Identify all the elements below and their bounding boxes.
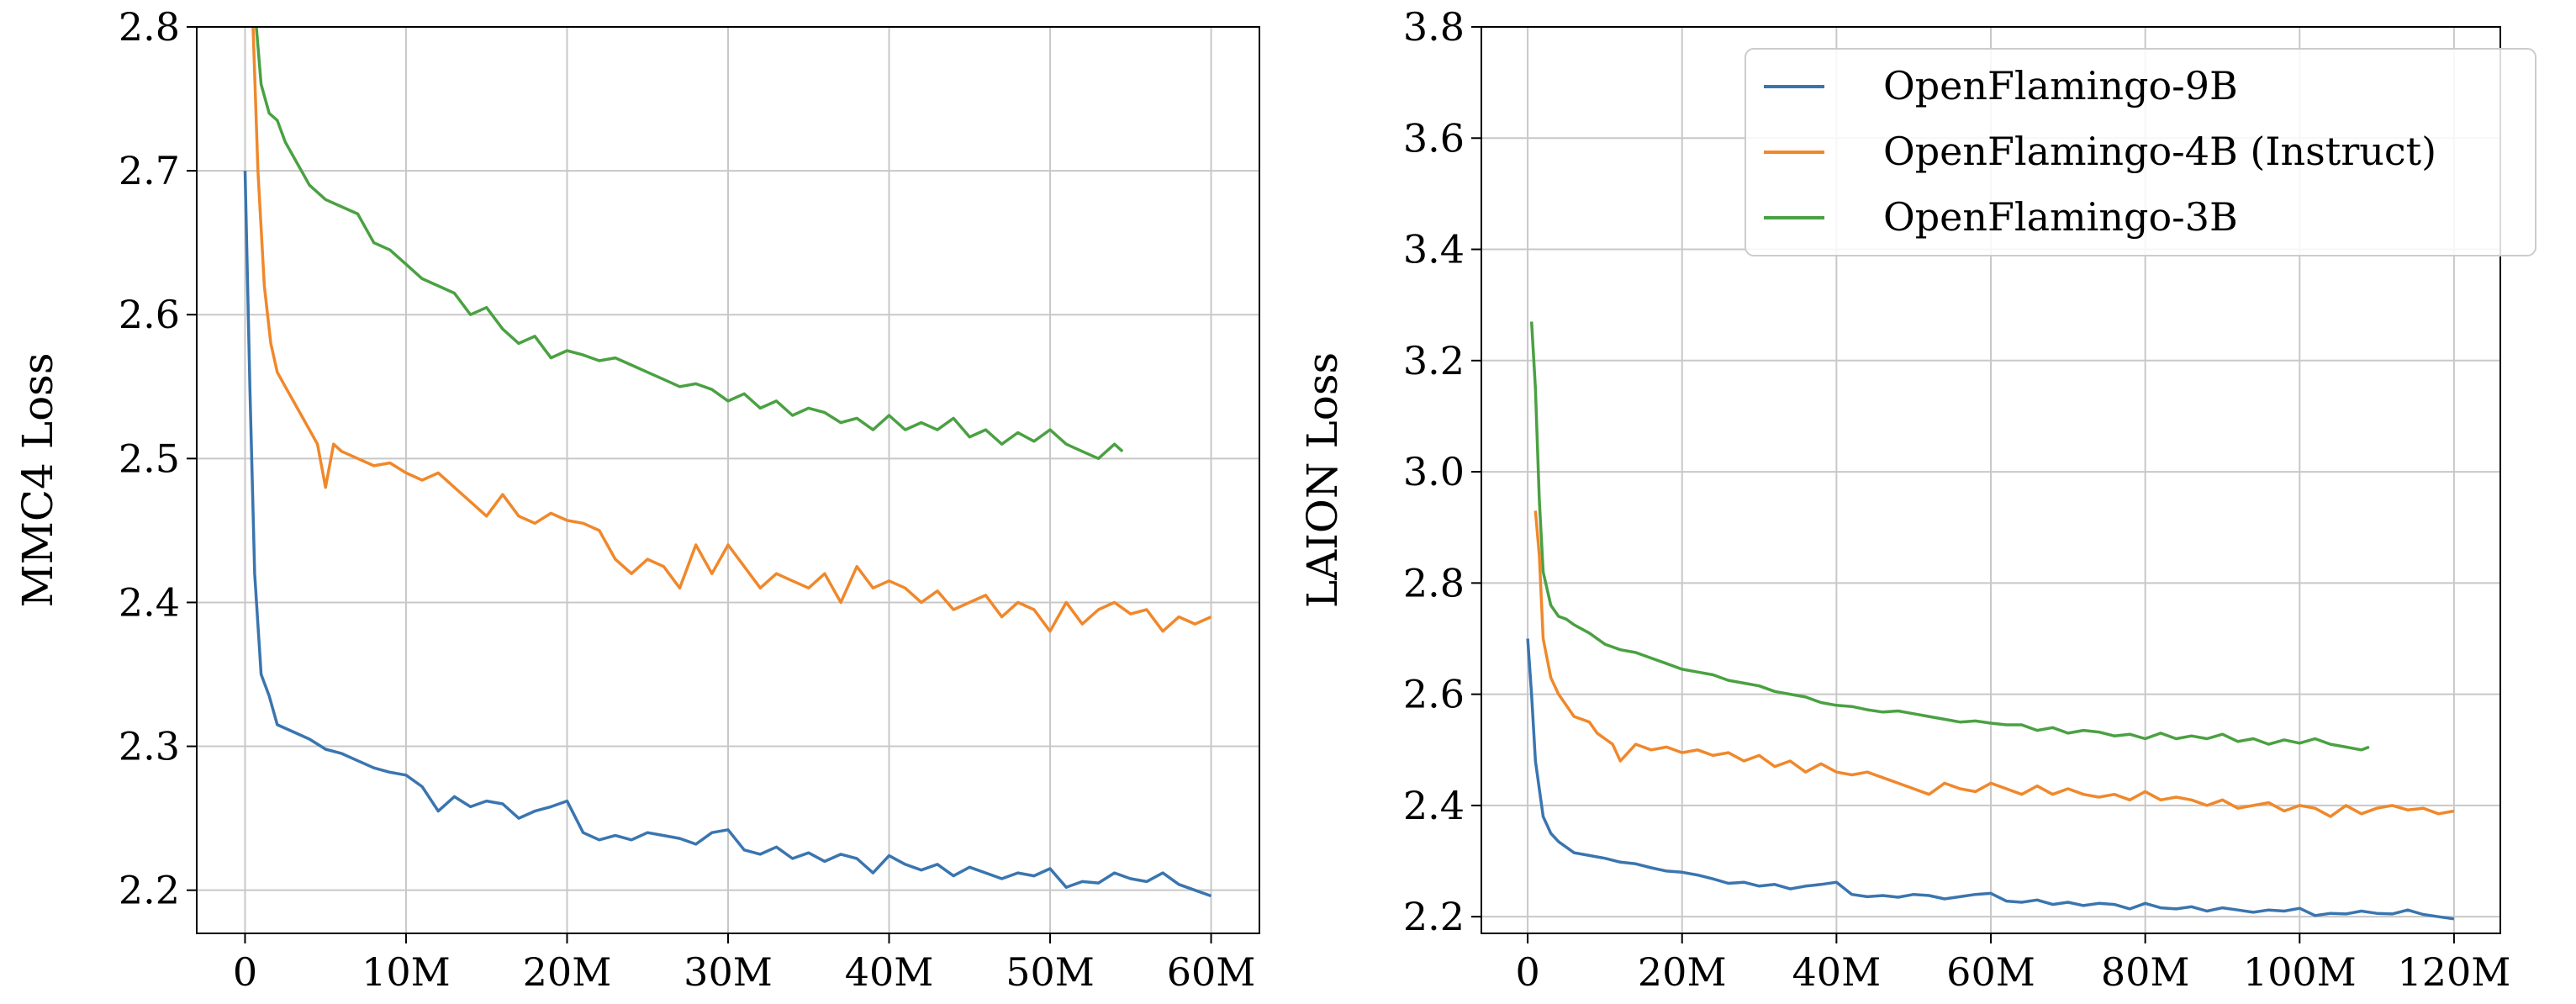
y-tick-label: 3.2 [1403, 338, 1465, 383]
x-tick-label: 60M [1167, 949, 1256, 995]
series-line-openflamingo-3b [255, 27, 1124, 461]
y-tick-label: 2.8 [119, 4, 180, 50]
y-tick-label: 2.3 [119, 724, 180, 769]
y-tick-label: 2.8 [1403, 560, 1465, 605]
laion-loss-chart: 0 20M 40M 60M 80M 100M 120M 2.2 2.4 2.6 2.8 3.0 3.2… [1298, 4, 2536, 995]
y-tick-label: 2.2 [1403, 894, 1465, 939]
x-tick-label: 30M [684, 949, 773, 995]
y-tick-label: 2.4 [1403, 783, 1465, 828]
legend-box [1745, 48, 2536, 256]
legend-label-9b: OpenFlamingo-9B [1883, 63, 2238, 108]
x-tick-label: 120M [2397, 949, 2510, 995]
y-tick-label: 2.4 [119, 579, 180, 625]
y-tick-label: 3.0 [1403, 449, 1465, 494]
y-tick-label: 3.4 [1403, 227, 1465, 272]
series-line-openflamingo-4b-instruct [251, 27, 1212, 633]
x-tick-label: 0 [233, 949, 257, 995]
x-tick-label: 100M [2243, 949, 2357, 995]
x-tick-label: 80M [2101, 949, 2190, 995]
legend: OpenFlamingo-9B OpenFlamingo-4B (Instruc… [1745, 48, 2536, 256]
series-line-openflamingo-3b [1529, 321, 2370, 752]
y-ticks: 2.2 2.4 2.6 2.8 3.0 3.2 3.4 3.6 3.8 [1403, 4, 1481, 939]
series-lines [1526, 321, 2455, 921]
x-tick-label: 10M [362, 949, 451, 995]
x-tick-label: 0 [1515, 949, 1539, 995]
y-tick-label: 2.2 [119, 868, 180, 913]
x-tick-label: 20M [1638, 949, 1727, 995]
series-lines [243, 27, 1212, 898]
y-tick-label: 2.7 [119, 148, 180, 193]
x-tick-label: 40M [845, 949, 934, 995]
x-tick-label: 50M [1006, 949, 1095, 995]
y-axis-label: MMC4 Loss [13, 353, 62, 608]
x-tick-label: 20M [523, 949, 612, 995]
legend-label-3b: OpenFlamingo-3B [1883, 194, 2238, 240]
x-ticks: 0 20M 40M 60M 80M 100M 120M [1515, 933, 2510, 995]
y-tick-label: 3.6 [1403, 115, 1465, 161]
y-tick-label: 3.8 [1403, 4, 1465, 50]
x-tick-label: 60M [1946, 949, 2035, 995]
series-line-openflamingo-4b-instruct [1533, 510, 2455, 818]
y-axis-label: LAION Loss [1298, 352, 1347, 608]
y-tick-label: 2.6 [119, 292, 180, 337]
x-tick-label: 40M [1792, 949, 1882, 995]
series-line-openflamingo-9b [1526, 638, 2455, 921]
series-line-openflamingo-9b [243, 171, 1212, 898]
y-ticks: 2.2 2.3 2.4 2.5 2.6 2.7 2.8 [119, 4, 197, 913]
legend-label-4b: OpenFlamingo-4B (Instruct) [1883, 129, 2436, 174]
y-tick-label: 2.6 [1403, 672, 1465, 717]
x-ticks: 0 10M 20M 30M 40M 50M 60M [233, 933, 1256, 995]
y-tick-label: 2.5 [119, 436, 180, 481]
mmc4-loss-chart: 0 10M 20M 30M 40M 50M 60M 2.22.32.42.52.62.72.… [13, 4, 1260, 995]
